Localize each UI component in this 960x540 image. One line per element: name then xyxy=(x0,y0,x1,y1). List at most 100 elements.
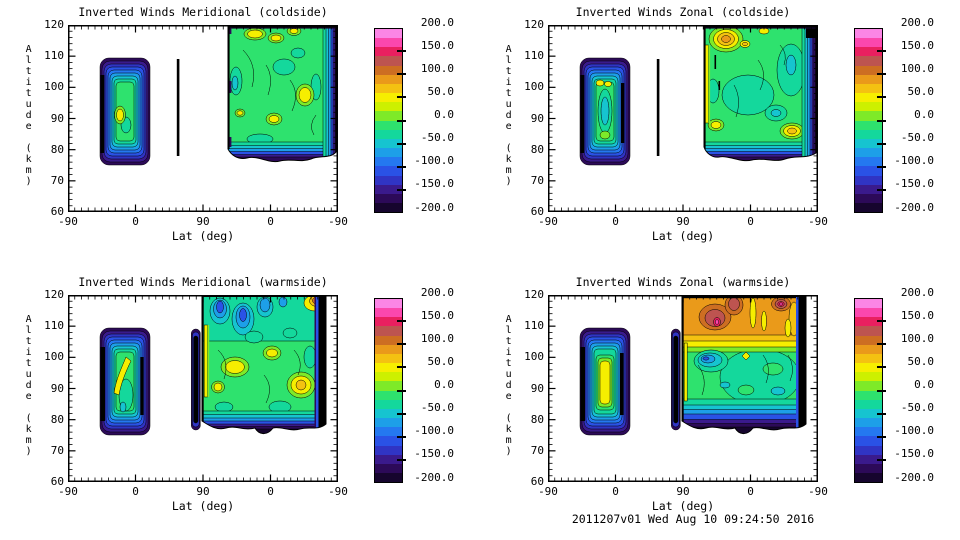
y-axis-label: Altitude (km) xyxy=(23,314,35,457)
y-axis-label: Altitude (km) xyxy=(503,44,515,187)
colorbar-segment xyxy=(855,353,882,364)
colorbar-segment xyxy=(375,38,402,48)
colorbar-tick-label: -100.0 xyxy=(894,424,934,438)
ascending-blob xyxy=(579,57,631,166)
colorbar-segment xyxy=(855,202,882,213)
y-tick-label: 80 xyxy=(50,142,64,156)
x-tick-label: -90 xyxy=(808,485,828,498)
colorbar-tick xyxy=(877,343,886,346)
axis-frame xyxy=(68,25,338,212)
colorbar-segment xyxy=(375,363,402,373)
colorbar-tick-label: 150.0 xyxy=(900,308,934,322)
colorbar-tick-label: 200.0 xyxy=(420,285,454,299)
colorbar-segment xyxy=(375,74,402,84)
x-tick-label: 0 xyxy=(747,485,754,498)
descending-region xyxy=(228,27,336,162)
y-tick-label: 110 xyxy=(524,49,544,63)
colorbar-segment xyxy=(855,335,882,345)
y-tick-label: 60 xyxy=(50,475,64,488)
colorbar-segment xyxy=(855,445,882,455)
colorbar-tick xyxy=(397,165,406,168)
colorbar-segment xyxy=(375,47,402,57)
colorbar-segment xyxy=(855,326,882,336)
y-tick-label: 80 xyxy=(530,412,544,426)
ascending-blob xyxy=(579,327,631,436)
colorbar-segment xyxy=(375,445,402,455)
y-tick-label: 70 xyxy=(530,443,544,457)
colorbar-tick-label: 50.0 xyxy=(907,84,935,98)
colorbar-tick xyxy=(397,142,406,145)
colorbar-segment xyxy=(375,129,402,139)
colorbar-segment xyxy=(375,463,402,473)
colorbar-segment xyxy=(855,463,882,473)
colorbar-segment xyxy=(855,399,882,409)
y-tick-label: 60 xyxy=(530,205,544,218)
colorbar-segment xyxy=(855,102,882,112)
colorbar-tick xyxy=(397,366,406,369)
colorbar-tick-label: 100.0 xyxy=(900,61,934,75)
colorbar-tick-label: -50.0 xyxy=(420,131,454,145)
contour-plot xyxy=(68,295,338,482)
y-tick-label: 90 xyxy=(530,111,544,125)
colorbar-segment xyxy=(375,157,402,167)
colorbar-segment xyxy=(375,353,402,364)
x-tick-label: 0 xyxy=(132,215,139,228)
y-tick-label: 120 xyxy=(524,288,544,301)
colorbar-tick-label: -200.0 xyxy=(894,200,934,214)
colorbar-tick xyxy=(397,188,406,191)
colorbar-segment xyxy=(855,436,882,446)
y-tick-label: 100 xyxy=(44,350,64,364)
x-tick-label: 0 xyxy=(267,485,274,498)
colorbar-tick-label: -200.0 xyxy=(894,470,934,484)
descending-region xyxy=(682,296,806,434)
colorbar-segment xyxy=(855,381,882,391)
colorbar-tick xyxy=(397,119,406,122)
y-tick-label: 70 xyxy=(530,173,544,187)
plot-title: Inverted Winds Meridional (warmside) xyxy=(78,275,328,289)
ascending-spike xyxy=(176,59,180,156)
x-tick-label: -90 xyxy=(328,215,348,228)
colorbar-segment xyxy=(855,390,882,400)
y-tick-label: 70 xyxy=(50,443,64,457)
colorbar-tick xyxy=(877,458,886,461)
y-tick-label: 110 xyxy=(44,319,64,333)
y-axis-label: Altitude (km) xyxy=(503,314,515,457)
colorbar-segment xyxy=(375,427,402,437)
colorbar-segment xyxy=(855,111,882,121)
x-tick-label: 90 xyxy=(196,485,210,498)
colorbar-tick-label: 0.0 xyxy=(914,108,934,121)
colorbar-tick xyxy=(397,96,406,99)
x-tick-label: -90 xyxy=(808,215,828,228)
x-tick-label: 0 xyxy=(747,215,754,228)
colorbar-tick-label: 50.0 xyxy=(427,354,455,368)
y-tick-label: 120 xyxy=(44,18,64,31)
colorbar-segment xyxy=(375,184,402,194)
y-tick-label: 80 xyxy=(50,412,64,426)
timestamp: 2011207v01 Wed Aug 10 09:24:50 2016 xyxy=(571,512,815,526)
colorbar-tick-label: 100.0 xyxy=(420,61,454,75)
colorbar-tick-label: -150.0 xyxy=(894,447,934,461)
colorbar-segment xyxy=(855,308,882,318)
panel-meridional-warmside: Inverted Winds Meridional (warmside) Alt… xyxy=(0,270,480,540)
x-tick-label: -90 xyxy=(58,485,78,498)
x-tick-label: 0 xyxy=(612,485,619,498)
y-tick-label: 100 xyxy=(44,80,64,94)
y-tick-label: 90 xyxy=(50,381,64,395)
x-tick-label: 90 xyxy=(196,215,210,228)
colorbar-segment xyxy=(855,184,882,194)
colorbar-segment xyxy=(375,408,402,419)
y-tick-label: 120 xyxy=(524,18,544,31)
colorbar-tick xyxy=(877,119,886,122)
colorbar-tick xyxy=(397,320,406,323)
colorbar-tick xyxy=(877,73,886,76)
colorbar-tick-label: 100.0 xyxy=(900,331,934,345)
ascending-edge-sliver xyxy=(191,328,201,431)
colorbar-segment xyxy=(855,372,882,382)
colorbar-segment xyxy=(855,74,882,84)
colorbar-segment xyxy=(855,93,882,103)
y-tick-label: 60 xyxy=(530,475,544,488)
colorbar-segment xyxy=(855,157,882,167)
colorbar-tick xyxy=(877,50,886,53)
colorbar-segment xyxy=(375,29,402,39)
